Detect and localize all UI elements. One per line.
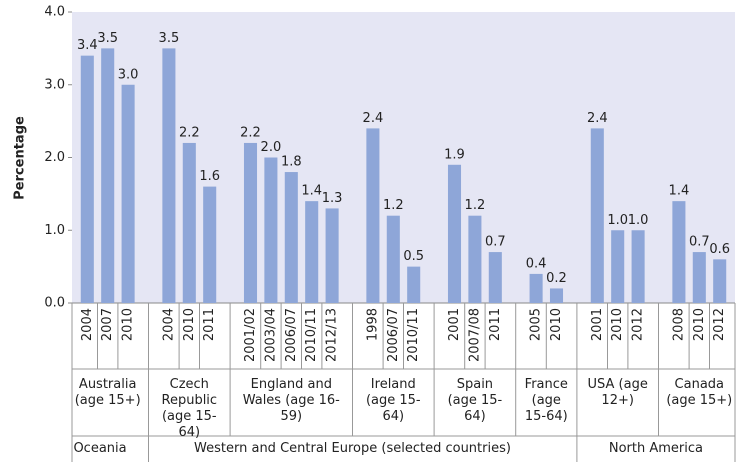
bar bbox=[529, 273, 543, 303]
value-label: 2.0 bbox=[261, 140, 282, 155]
value-label: 1.0 bbox=[628, 213, 649, 228]
bar bbox=[305, 201, 319, 303]
bar bbox=[264, 157, 278, 303]
value-label: 1.2 bbox=[383, 198, 404, 213]
x-tick-label: 2001/02 bbox=[243, 308, 258, 362]
group-label: France (age 15-64) bbox=[524, 377, 568, 424]
value-label: 1.9 bbox=[444, 147, 465, 162]
bar bbox=[611, 230, 625, 303]
x-tick-label: 2007/08 bbox=[467, 308, 482, 362]
y-tick-label: 1.0 bbox=[44, 223, 65, 238]
bar bbox=[468, 215, 482, 303]
bar bbox=[80, 55, 94, 304]
bar bbox=[549, 288, 564, 303]
value-label: 2.4 bbox=[363, 111, 384, 126]
bar bbox=[366, 128, 380, 303]
bar bbox=[672, 201, 686, 303]
value-label: 2.2 bbox=[179, 125, 200, 140]
value-label: 1.4 bbox=[669, 184, 690, 199]
bar bbox=[447, 164, 462, 303]
bar bbox=[631, 230, 645, 303]
x-tick-label: 2004 bbox=[80, 308, 95, 341]
y-axis-label: Percentage bbox=[13, 116, 28, 200]
bar bbox=[488, 252, 502, 303]
value-label: 1.6 bbox=[199, 169, 220, 184]
value-label: 2.4 bbox=[587, 111, 608, 126]
group-label: Ireland (age 15-64) bbox=[365, 377, 421, 424]
region-label: North America bbox=[608, 441, 703, 456]
x-tick-label: 2010 bbox=[610, 308, 625, 341]
y-tick-label: 4.0 bbox=[44, 5, 65, 20]
value-label: 1.2 bbox=[465, 198, 486, 213]
value-label: 3.5 bbox=[159, 31, 180, 46]
bar bbox=[386, 215, 400, 303]
group-label: Australia (age 15+) bbox=[74, 377, 141, 408]
bar bbox=[101, 48, 115, 303]
y-tick-label: 3.0 bbox=[44, 77, 65, 92]
x-tick-label: 2012/13 bbox=[325, 308, 340, 362]
plot-background bbox=[72, 12, 735, 303]
x-tick-label: 2010 bbox=[549, 308, 564, 341]
value-label: 2.2 bbox=[240, 125, 261, 140]
value-label: 0.7 bbox=[689, 235, 710, 250]
x-tick-label: 2006/07 bbox=[284, 308, 299, 362]
x-tick-label: 2012 bbox=[712, 308, 727, 341]
group-label: England and Wales (age 16-59) bbox=[242, 377, 340, 424]
x-tick-label: 2007 bbox=[100, 308, 115, 341]
group-label: Spain (age 15-64) bbox=[447, 377, 503, 424]
bar bbox=[162, 48, 176, 303]
value-label: 0.2 bbox=[546, 271, 567, 286]
x-tick-label: 2004 bbox=[161, 308, 176, 341]
bar bbox=[713, 259, 727, 303]
x-tick-label: 2011 bbox=[488, 308, 503, 341]
value-label: 1.8 bbox=[281, 155, 302, 170]
value-label: 3.5 bbox=[97, 31, 118, 46]
bar bbox=[182, 142, 196, 303]
bar bbox=[692, 252, 706, 303]
x-tick-label: 2010 bbox=[182, 308, 197, 341]
x-tick-label: 2008 bbox=[671, 308, 686, 341]
x-tick-label: 2011 bbox=[202, 308, 217, 341]
bar bbox=[325, 208, 339, 303]
value-label: 1.3 bbox=[322, 191, 343, 206]
y-tick-label: 0.0 bbox=[44, 296, 65, 311]
bar bbox=[590, 128, 604, 303]
y-tick-label: 2.0 bbox=[44, 150, 65, 165]
x-tick-label: 2012 bbox=[631, 308, 646, 341]
value-label: 3.4 bbox=[77, 38, 98, 53]
x-tick-label: 2005 bbox=[529, 308, 544, 341]
x-tick-label: 2010 bbox=[692, 308, 707, 341]
value-label: 1.0 bbox=[607, 213, 628, 228]
x-tick-label: 2010/11 bbox=[304, 308, 319, 362]
group-label: Czech Republic (age 15-64) bbox=[161, 377, 218, 440]
value-label: 0.5 bbox=[403, 249, 424, 264]
x-tick-label: 2010/11 bbox=[406, 308, 421, 362]
x-tick-label: 2001 bbox=[447, 308, 462, 341]
bar bbox=[203, 186, 217, 303]
bar bbox=[284, 172, 298, 303]
x-tick-label: 2010 bbox=[121, 308, 136, 341]
x-tick-label: 2001 bbox=[590, 308, 605, 341]
value-label: 0.6 bbox=[709, 242, 730, 257]
bar bbox=[407, 266, 421, 303]
x-tick-label: 2003/04 bbox=[263, 308, 278, 362]
x-tick-label: 2006/07 bbox=[386, 308, 401, 362]
group-label: Canada (age 15+) bbox=[666, 377, 733, 408]
value-label: 0.4 bbox=[526, 256, 547, 271]
bar bbox=[121, 84, 135, 303]
value-label: 0.7 bbox=[485, 235, 506, 250]
value-label: 1.4 bbox=[301, 184, 322, 199]
x-tick-label: 1998 bbox=[365, 308, 380, 341]
group-label: USA (age 12+) bbox=[587, 377, 648, 408]
region-label: Oceania bbox=[73, 441, 127, 456]
bar bbox=[243, 142, 258, 303]
region-label: Western and Central Europe (selected cou… bbox=[194, 441, 511, 456]
value-label: 3.0 bbox=[118, 67, 139, 82]
